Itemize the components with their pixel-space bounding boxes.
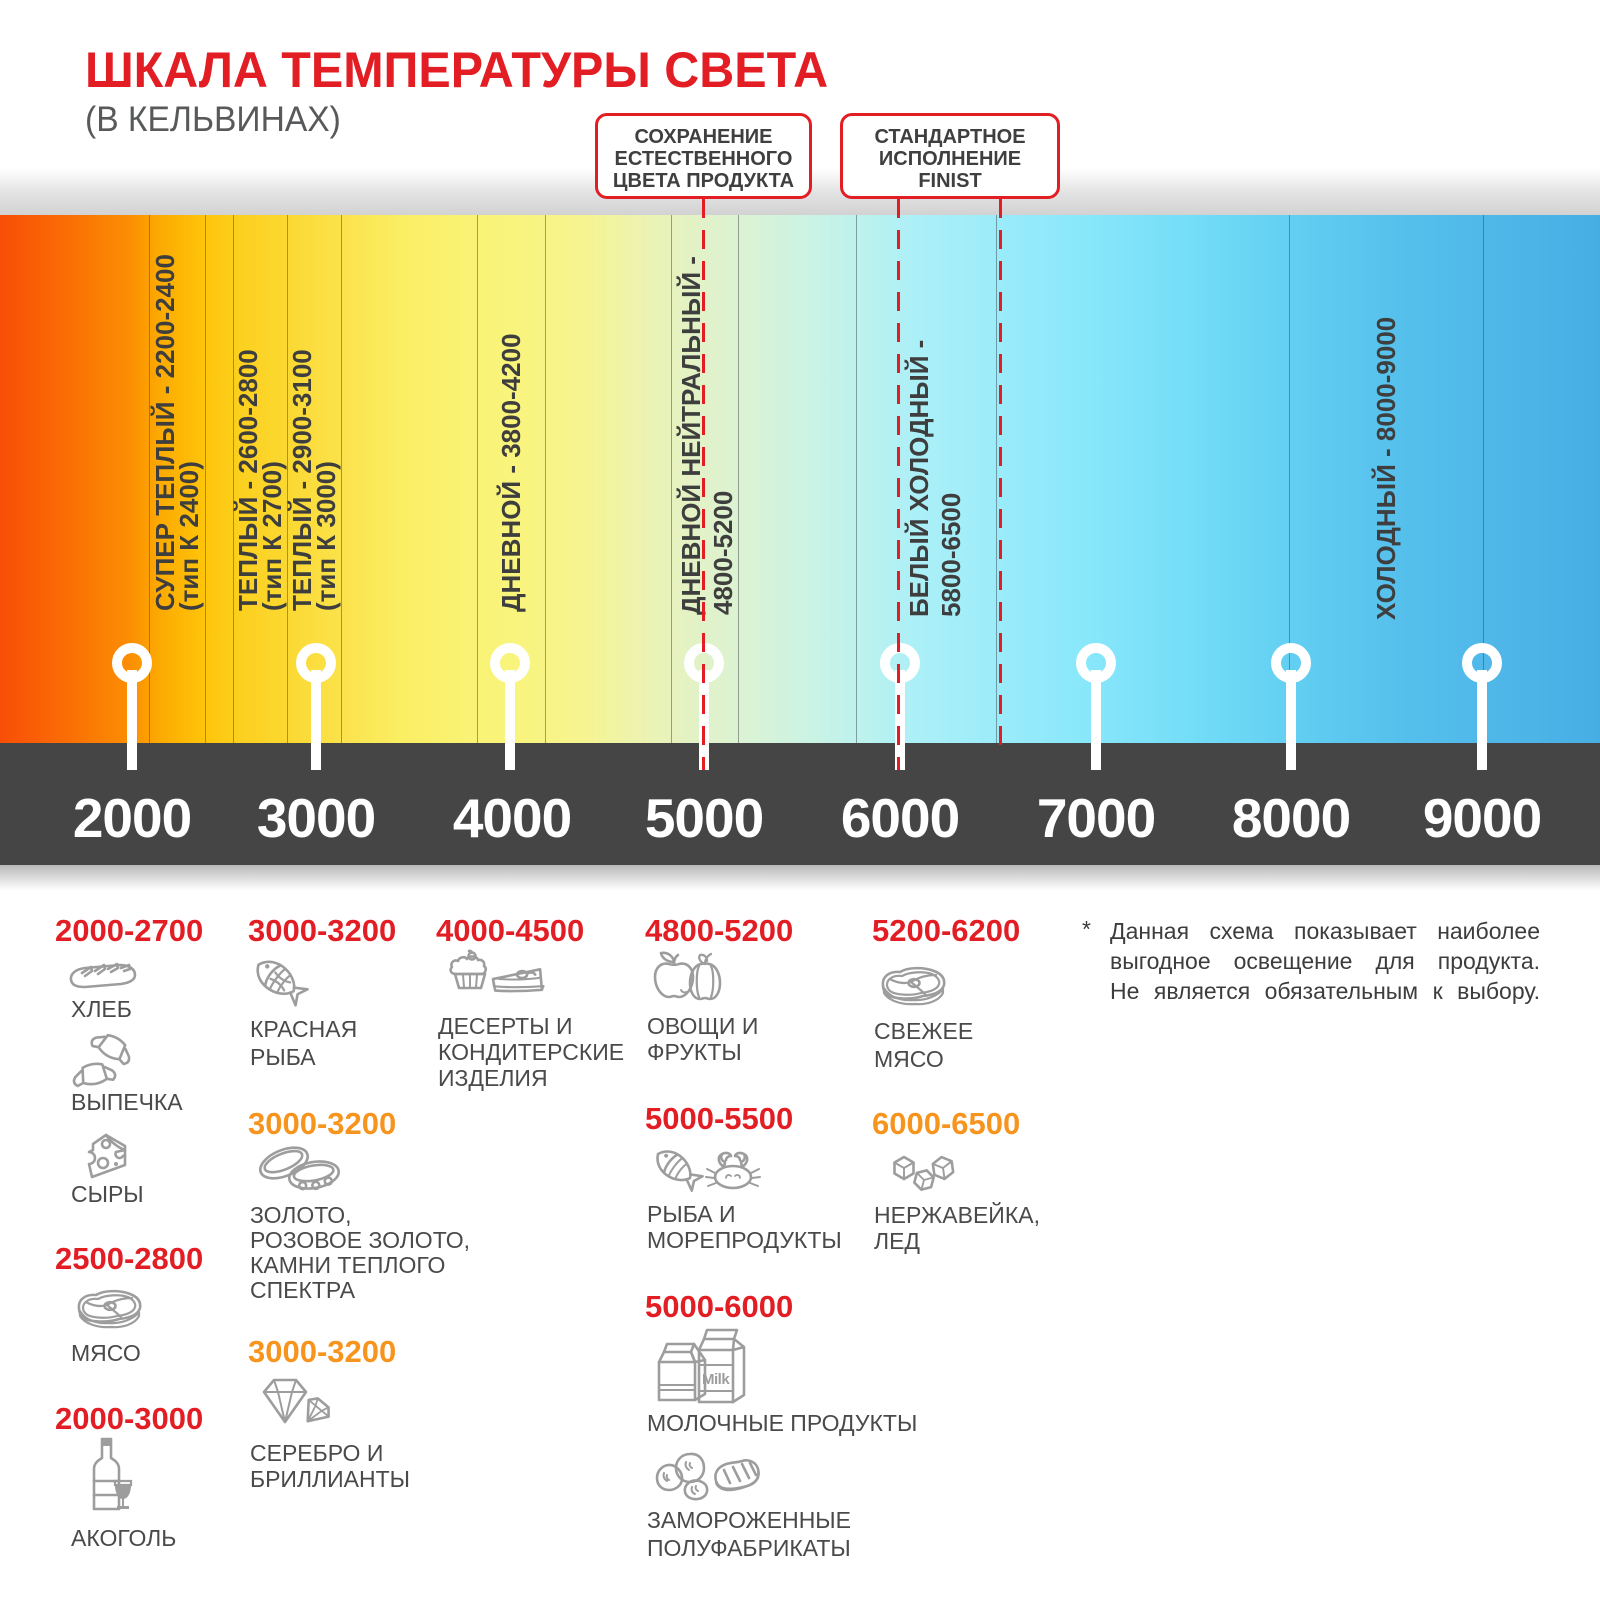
svg-text:Milk: Milk xyxy=(702,1371,730,1388)
